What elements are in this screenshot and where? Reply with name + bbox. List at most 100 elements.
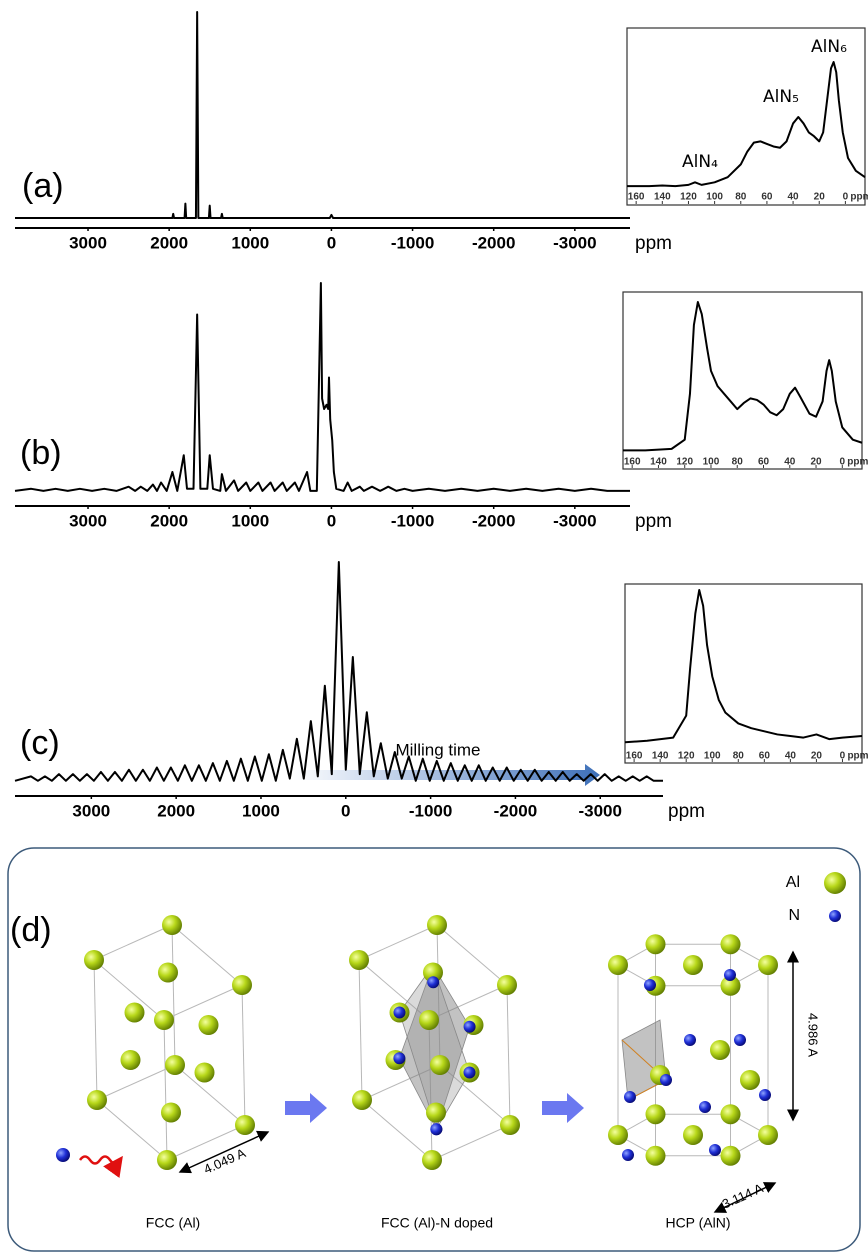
x-tick-label: -3000 [553, 511, 596, 530]
aluminium-atom [422, 1150, 442, 1170]
aluminium-atom [120, 1050, 141, 1070]
diagram-frame [7, 847, 861, 1252]
aluminium-atom [161, 1102, 181, 1123]
cell-edge [178, 1130, 270, 1174]
aluminium-atom [645, 1104, 666, 1125]
structure-label: FCC (Al)-N doped [381, 1215, 493, 1231]
nitrogen-atom [724, 969, 736, 981]
aluminium-atom [352, 1090, 372, 1110]
x-tick-label: 20 [810, 457, 822, 468]
aluminium-atom [608, 955, 628, 975]
cell-edge [93, 959, 165, 1021]
x-tick-label: 3000 [69, 511, 107, 530]
panel-label: (a) [22, 167, 64, 205]
x-tick-label: -1000 [409, 801, 452, 820]
aluminium-atom [608, 1125, 628, 1145]
spectrum-line [14, 561, 663, 782]
x-tick-label: 2000 [157, 801, 195, 820]
aluminium-atom [124, 1002, 145, 1023]
aluminium-atom [683, 955, 703, 975]
aluminium-atom [419, 1010, 439, 1030]
nitrogen-atom [624, 1091, 636, 1103]
peak-annotation: AlN₄ [682, 152, 718, 172]
aluminium-atom [84, 950, 104, 970]
x-tick-label: -2000 [472, 233, 515, 252]
x-tick-label: -1000 [391, 233, 434, 252]
panel-label: (c) [20, 724, 60, 762]
x-tick-label: 80 [732, 457, 744, 468]
x-tick-label: 120 [680, 192, 697, 203]
x-tick-label: 2000 [150, 233, 188, 252]
nitrogen-atom [660, 1074, 672, 1086]
cell-edge [93, 959, 98, 1101]
aluminium-atom [645, 934, 666, 955]
aluminium-atom [162, 915, 182, 935]
wavy-arrow [78, 1155, 123, 1179]
x-tick-label: 160 [628, 192, 645, 203]
aluminium-atom [158, 962, 178, 983]
aluminium-atom [426, 1102, 446, 1123]
x-tick-label: 140 [652, 751, 669, 762]
cell-edge [358, 924, 438, 961]
cell-edge [96, 1099, 168, 1161]
x-tick-label: 0 [843, 192, 849, 203]
cell-edge [171, 924, 243, 986]
cell-edge [96, 1064, 176, 1101]
peak-annotation: AlN₅ [763, 87, 799, 107]
x-axis-label: ppm [847, 751, 868, 762]
x-tick-label: 1000 [231, 511, 269, 530]
panel-label: (b) [20, 434, 62, 472]
cell-edge [361, 1064, 441, 1101]
x-axis-label: ppm [850, 192, 868, 203]
nitrogen-atom [759, 1089, 771, 1101]
nitrogen-atom [393, 1006, 406, 1019]
aluminium-atom [720, 1145, 741, 1166]
milling-label: Milling time [395, 740, 480, 759]
cell-edge [358, 959, 430, 1021]
nitrogen-atom [427, 976, 440, 989]
cell-edge [436, 924, 441, 1066]
aluminium-atom [720, 1104, 741, 1125]
aluminium-atom [500, 1115, 520, 1135]
nitrogen-atom [463, 1066, 476, 1079]
x-tick-label: 80 [733, 751, 745, 762]
x-tick-label: 140 [654, 192, 671, 203]
process-arrow [285, 1093, 327, 1123]
aluminium-atom [720, 934, 741, 955]
aluminium-atom [165, 1055, 185, 1075]
x-tick-label: 20 [814, 192, 826, 203]
nitrogen-atom [699, 1101, 711, 1113]
x-tick-label: 60 [761, 192, 773, 203]
nitrogen-atom [709, 1144, 721, 1156]
cell-edge [713, 1182, 777, 1213]
cell-edge [428, 1019, 433, 1161]
cell-edge [436, 924, 508, 986]
aluminium-atom [232, 975, 252, 995]
cell-edge [428, 984, 508, 1021]
legend-label: N [788, 907, 800, 924]
aluminium-atom [157, 1150, 177, 1170]
aluminium-atom [349, 950, 369, 970]
aluminium-atom [194, 1062, 215, 1083]
structure-label: FCC (Al) [146, 1215, 200, 1231]
spectrum-line [624, 589, 863, 744]
nitrogen-atom [644, 979, 656, 991]
x-tick-label: -2000 [494, 801, 537, 820]
x-tick-label: 120 [676, 457, 693, 468]
spectrum-line [15, 11, 630, 219]
spectrum-line [623, 301, 863, 452]
cell-edge [171, 924, 176, 1066]
x-tick-label: 100 [706, 192, 723, 203]
x-tick-label: 0 [840, 457, 846, 468]
aluminium-atom [683, 1125, 703, 1145]
dimension-label: 4.049 A [201, 1145, 248, 1177]
aluminium-atom [235, 1115, 255, 1135]
cell-edge [361, 1099, 433, 1161]
nitrogen-atom [734, 1034, 746, 1046]
x-tick-label: 0 [327, 233, 336, 252]
aluminium-atom [740, 1070, 760, 1090]
x-tick-label: -2000 [472, 511, 515, 530]
aluminium-atom [423, 962, 443, 983]
inset-frame [622, 291, 863, 470]
